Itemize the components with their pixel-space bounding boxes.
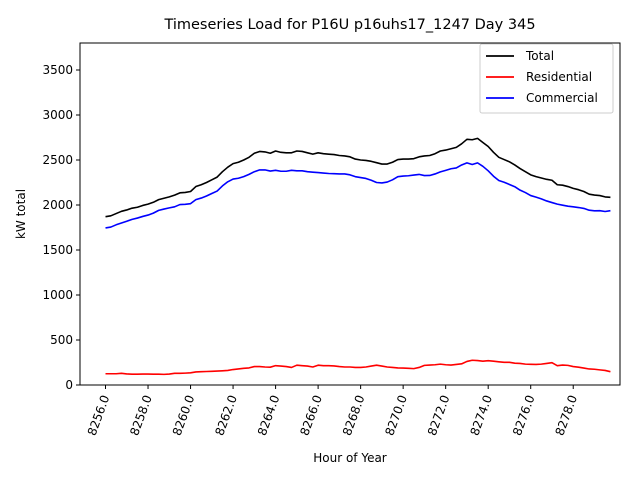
- legend-box: [479, 43, 614, 114]
- legend: Total Residential Commercial: [479, 43, 614, 114]
- chart-title: Timeseries Load for P16U p16uhs17_1247 D…: [163, 17, 535, 33]
- y-tick-label: 500: [50, 333, 73, 347]
- y-tick-label: 3500: [42, 63, 73, 77]
- y-tick-label: 1500: [42, 243, 73, 257]
- series-line-commercial: [105, 162, 611, 229]
- x-axis-title: Hour of Year: [313, 451, 387, 465]
- y-axis-title: kW total: [14, 189, 28, 239]
- y-tick-label: 1000: [42, 288, 73, 302]
- y-tick-label: 2000: [42, 198, 73, 212]
- y-tick-label: 0: [65, 378, 73, 392]
- plot-lines: [105, 137, 611, 376]
- y-tick-label: 2500: [42, 153, 73, 167]
- legend-label-residential: Residential: [526, 70, 592, 84]
- series-line-residential: [105, 359, 611, 376]
- y-tick-label: 3000: [42, 108, 73, 122]
- series-line-total: [105, 137, 611, 218]
- legend-label-total: Total: [525, 49, 554, 63]
- legend-label-commercial: Commercial: [526, 91, 598, 105]
- plot-area-frame: [79, 42, 621, 386]
- y-axis: 0 500 1000 1500 2000 2500 3000 3500: [42, 63, 80, 392]
